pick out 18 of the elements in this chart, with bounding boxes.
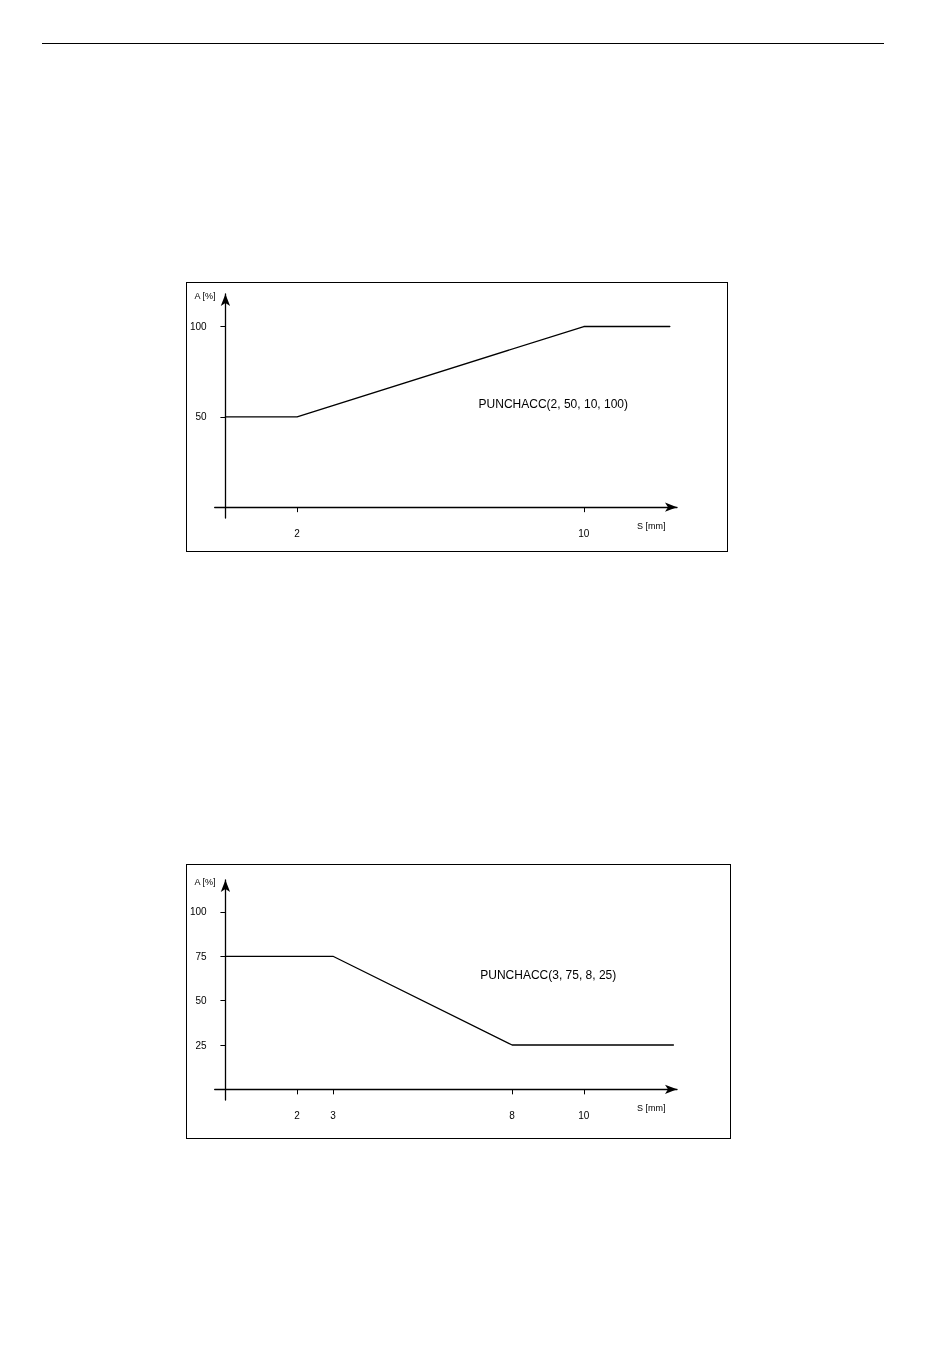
y-tick-label: 100 [190, 906, 208, 918]
x-tick-label: 3 [330, 1109, 337, 1121]
x-tick-label: 10 [578, 1109, 590, 1121]
annotation: PUNCHACC(3, 75, 8, 25) [480, 967, 617, 982]
y-tick-label: 50 [195, 995, 208, 1007]
x-axis-title: S [mm] [637, 1102, 666, 1113]
x-tick-label: 8 [509, 1109, 516, 1121]
x-tick-label: 10 [578, 527, 590, 539]
y-tick-label: 25 [195, 1039, 208, 1051]
x-tick-label: 2 [294, 1109, 301, 1121]
x-tick-label: 2 [294, 527, 301, 539]
annotation: PUNCHACC(2, 50, 10, 100) [478, 397, 628, 412]
y-tick-label: 50 [195, 411, 208, 423]
y-tick-label: 75 [195, 950, 208, 962]
y-axis-title: A [%] [194, 290, 216, 301]
y-tick-label: 100 [190, 321, 208, 333]
y-axis-title: A [%] [194, 876, 216, 887]
x-axis-title: S [mm] [637, 520, 666, 531]
